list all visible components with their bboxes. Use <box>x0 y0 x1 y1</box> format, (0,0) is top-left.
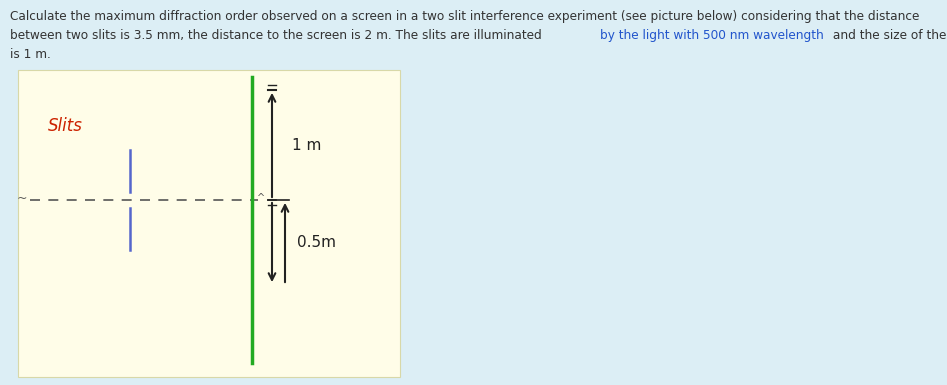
Text: ~: ~ <box>17 191 27 204</box>
Text: Calculate the maximum diffraction order observed on a screen in a two slit inter: Calculate the maximum diffraction order … <box>10 10 920 23</box>
Text: between two slits is 3.5 mm, the distance to the screen is 2 m. The slits are il: between two slits is 3.5 mm, the distanc… <box>10 29 545 42</box>
Text: Slits: Slits <box>48 117 83 135</box>
Text: by the light with 500 nm wavelength: by the light with 500 nm wavelength <box>599 29 823 42</box>
Text: 1 m: 1 m <box>292 137 321 152</box>
Text: ^: ^ <box>257 193 265 203</box>
Text: is 1 m.: is 1 m. <box>10 48 51 61</box>
FancyBboxPatch shape <box>18 70 400 377</box>
Text: 0.5m: 0.5m <box>297 235 336 250</box>
Text: and the size of the screen: and the size of the screen <box>829 29 947 42</box>
